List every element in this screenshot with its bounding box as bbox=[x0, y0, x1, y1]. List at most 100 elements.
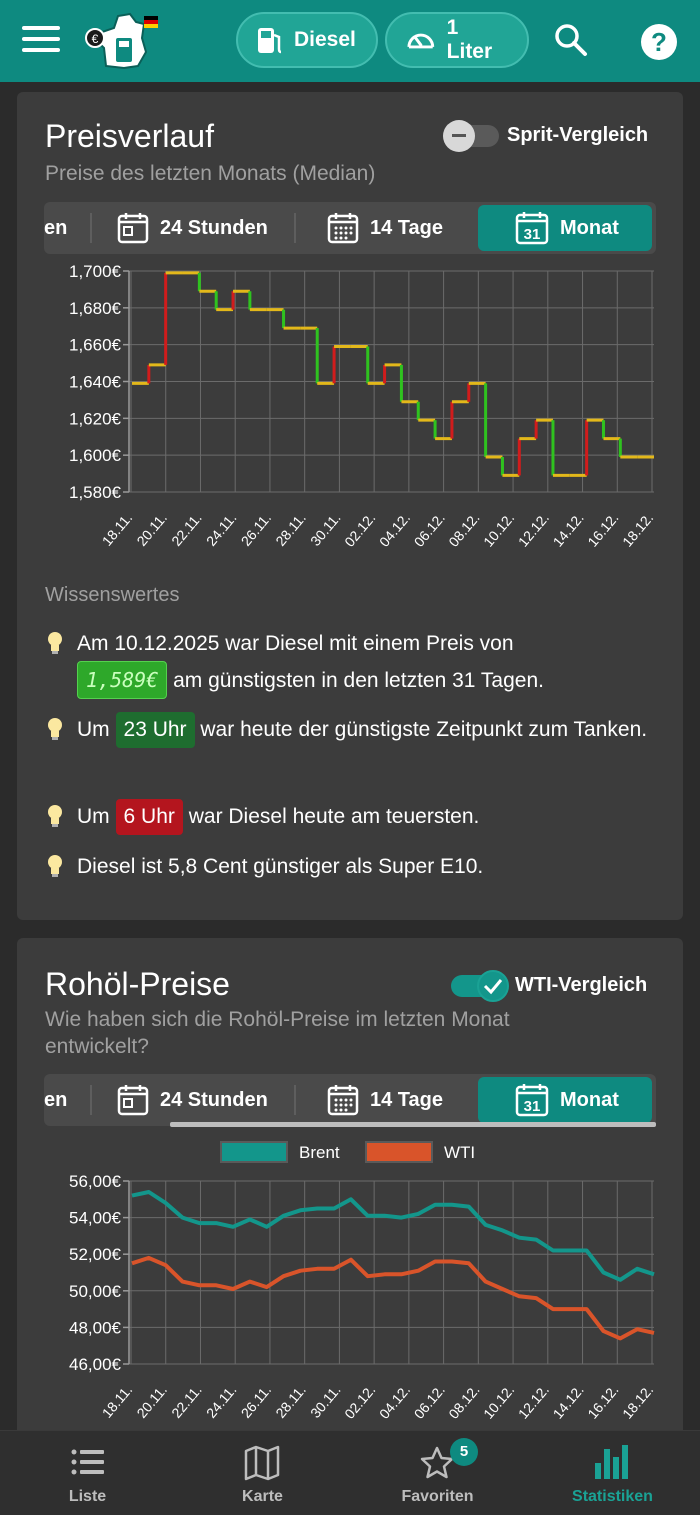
chart-grid bbox=[123, 1180, 654, 1365]
fact-most-expensive-time: Um 6 Uhr war Diesel heute am teuersten. bbox=[45, 799, 655, 835]
y-tick-label: 1,600€ bbox=[69, 446, 122, 465]
nav-item-favorites[interactable]: Favoriten bbox=[350, 1431, 525, 1515]
timerange-tabs: en 24 Stunden 14 Tage 31 Monat bbox=[44, 202, 656, 254]
tab-week-partial[interactable]: en bbox=[44, 216, 68, 239]
fact-cheapest-day: Am 10.12.2025 war Diesel mit einem Preis… bbox=[45, 626, 655, 699]
toggle-knob bbox=[477, 969, 509, 1002]
x-tick-label: 14.12. bbox=[550, 510, 587, 550]
chart-grid bbox=[123, 270, 654, 493]
price-history-subtitle: Preise des letzten Monats (Median) bbox=[45, 162, 376, 185]
x-tick-label: 26.11. bbox=[238, 510, 275, 549]
wti-compare-label: WTI-Vergleich bbox=[515, 974, 648, 996]
tabs-scrollbar[interactable] bbox=[170, 1122, 656, 1127]
x-tick-label: 30.11. bbox=[307, 510, 344, 549]
toggle-knob bbox=[443, 119, 475, 152]
y-tick-label: 52,00€ bbox=[69, 1245, 122, 1264]
price-series bbox=[132, 271, 654, 477]
y-tick-label: 1,620€ bbox=[69, 409, 122, 428]
bottom-navigation: Liste Karte Favoriten Statistiken bbox=[0, 1430, 700, 1515]
series-line-wti bbox=[131, 1255, 655, 1341]
calendar-31-icon: 31 bbox=[515, 1084, 549, 1117]
x-tick-label: 16.12. bbox=[584, 1382, 621, 1422]
tab-24-hours[interactable]: 24 Stunden bbox=[116, 202, 268, 254]
star-icon bbox=[420, 1446, 454, 1479]
crude-oil-title: Rohöl-Preise bbox=[45, 966, 230, 1002]
x-tick-label: 28.11. bbox=[272, 1382, 309, 1421]
help-icon[interactable]: ? bbox=[641, 24, 677, 60]
search-icon[interactable] bbox=[553, 22, 589, 58]
x-tick-label: 26.11. bbox=[238, 1382, 275, 1421]
tab-month[interactable]: 31 Monat bbox=[478, 205, 652, 251]
x-tick-label: 24.11. bbox=[203, 510, 240, 549]
amount-button[interactable]: 1 Liter bbox=[385, 12, 529, 68]
nav-item-statistics[interactable]: Statistiken bbox=[525, 1431, 700, 1515]
map-icon bbox=[244, 1445, 280, 1481]
x-tick-label: 06.12. bbox=[411, 510, 448, 550]
calendar-icon bbox=[117, 213, 149, 244]
x-tick-label: 24.11. bbox=[203, 1382, 240, 1421]
x-tick-label: 06.12. bbox=[411, 1382, 448, 1422]
y-tick-label: 1,680€ bbox=[69, 299, 122, 318]
bar-chart-icon bbox=[595, 1445, 628, 1479]
price-history-title: Preisverlauf bbox=[45, 118, 214, 154]
x-tick-label: 18.11. bbox=[99, 1382, 136, 1421]
x-tick-label: 28.11. bbox=[272, 510, 309, 549]
wti-compare-toggle[interactable]: WTI-Vergleich bbox=[451, 969, 648, 1002]
x-tick-label: 08.12. bbox=[445, 1382, 482, 1422]
fuel-type-button[interactable]: Diesel bbox=[236, 12, 378, 68]
calendar-grid-icon bbox=[327, 213, 359, 244]
chart-legend: Brent WTI bbox=[220, 1141, 475, 1163]
list-icon bbox=[71, 1449, 104, 1475]
crude-oil-chart: 56,00€ 54,00€ 52,00€ 50,00€ 48,00€ 46,00€ 18.1… bbox=[69, 1141, 656, 1422]
fuel-pump-icon bbox=[258, 28, 282, 54]
calendar-icon bbox=[117, 1085, 149, 1116]
tab-week-partial[interactable]: en bbox=[44, 1088, 68, 1111]
nav-item-map[interactable]: Karte bbox=[175, 1431, 350, 1515]
y-tick-label: 48,00€ bbox=[69, 1318, 122, 1337]
svg-text:31: 31 bbox=[524, 226, 541, 243]
x-tick-label: 18.12. bbox=[619, 510, 656, 550]
x-tick-label: 22.11. bbox=[168, 510, 205, 549]
legend-label-brent: Brent bbox=[299, 1143, 340, 1162]
fuel-compare-label: Sprit-Vergleich bbox=[507, 124, 649, 146]
x-tick-label: 02.12. bbox=[341, 1382, 378, 1422]
nav-item-list[interactable]: Liste bbox=[0, 1431, 175, 1515]
fuel-type-label: Diesel bbox=[294, 28, 356, 51]
menu-icon[interactable] bbox=[22, 26, 60, 56]
speedometer-icon bbox=[407, 33, 435, 49]
x-tick-label: 12.12. bbox=[515, 510, 552, 550]
tab-24-hours[interactable]: 24 Stunden bbox=[116, 1074, 268, 1126]
toggle-track bbox=[451, 969, 509, 1002]
crude-oil-subtitle: Wie haben sich die Rohöl-Preise im letzt… bbox=[45, 1008, 510, 1058]
app-bar: € Diesel 1 Liter ? bbox=[0, 0, 700, 82]
y-tick-label: 56,00€ bbox=[69, 1172, 122, 1191]
calendar-31-icon: 31 bbox=[515, 212, 549, 245]
y-tick-label: 50,00€ bbox=[69, 1282, 122, 1301]
x-tick-label: 30.11. bbox=[307, 1382, 344, 1421]
x-tick-label: 04.12. bbox=[376, 1382, 413, 1422]
lightbulb-icon bbox=[48, 718, 62, 740]
x-tick-label: 18.12. bbox=[619, 1382, 656, 1422]
tab-month[interactable]: 31 Monat bbox=[478, 1077, 652, 1123]
tab-14-days[interactable]: 14 Tage bbox=[326, 202, 443, 254]
toggle-track bbox=[443, 119, 499, 152]
x-tick-label: 20.11. bbox=[133, 1382, 170, 1421]
y-tick-label: 46,00€ bbox=[69, 1355, 122, 1374]
y-tick-label: 1,660€ bbox=[69, 336, 122, 355]
crude-oil-card: Rohöl-Preise Wie haben sich die Rohöl-Pr… bbox=[17, 938, 683, 1438]
fuel-compare-toggle[interactable]: Sprit-Vergleich bbox=[443, 119, 649, 152]
fact-fuel-comparison: Diesel ist 5,8 Cent günstiger als Super … bbox=[45, 849, 655, 884]
most-expensive-hour-badge: 6 Uhr bbox=[115, 799, 183, 835]
tab-14-days[interactable]: 14 Tage bbox=[326, 1074, 443, 1126]
y-tick-label: 54,00€ bbox=[69, 1209, 122, 1228]
knowledge-heading: Wissenswertes bbox=[45, 584, 180, 606]
x-tick-label: 20.11. bbox=[133, 510, 170, 549]
svg-text:31: 31 bbox=[524, 1098, 541, 1115]
price-history-card: Preisverlauf Preise des letzten Monats (… bbox=[17, 92, 683, 920]
cheapest-price-badge: 1,589€ bbox=[77, 661, 168, 699]
legend-swatch-brent bbox=[220, 1141, 288, 1163]
y-tick-label: 1,700€ bbox=[69, 262, 122, 281]
x-tick-label: 18.11. bbox=[99, 510, 136, 549]
x-tick-label: 16.12. bbox=[584, 510, 621, 550]
timerange-tabs: en 24 Stunden 14 Tage 31 Monat bbox=[44, 1074, 656, 1126]
